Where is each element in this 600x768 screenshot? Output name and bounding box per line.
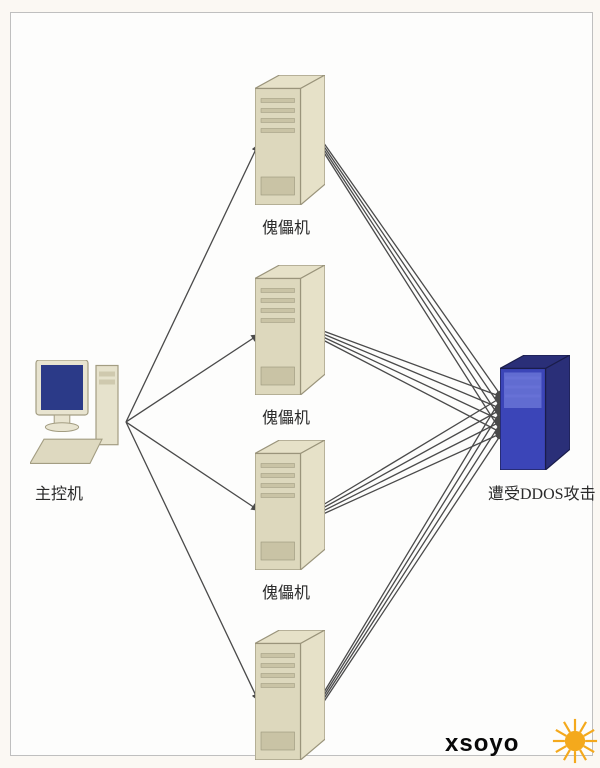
target-node xyxy=(500,355,570,470)
zombie-node-4 xyxy=(255,630,325,760)
controller-label: 主控机 xyxy=(35,480,83,504)
zombie-label-3: 傀儡机 xyxy=(262,579,310,603)
zombie-node-3 xyxy=(255,440,325,570)
watermark-text: xsoyo xyxy=(445,730,519,758)
diagram-canvas: 主控机 傀儡机 傀儡机 傀儡机 遭受DDOS攻击 xsoyo xyxy=(0,0,600,768)
zombie-label-2: 傀儡机 xyxy=(262,404,310,428)
zombie-node-1 xyxy=(255,75,325,205)
zombie-label-1: 傀儡机 xyxy=(262,214,310,238)
target-label: 遭受DDOS攻击 xyxy=(488,480,596,504)
watermark-sun-icon xyxy=(552,718,598,768)
zombie-node-2 xyxy=(255,265,325,395)
controller-node xyxy=(30,360,130,470)
